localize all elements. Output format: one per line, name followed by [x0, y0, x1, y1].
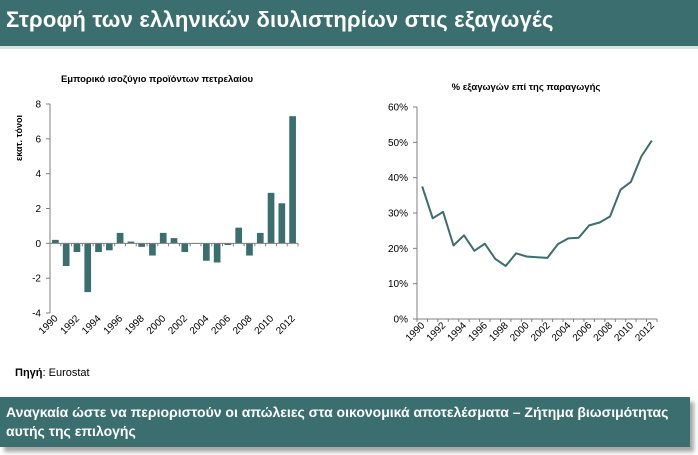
- bar: [95, 243, 102, 253]
- bar-chart-x-tick-label: 2008: [231, 313, 255, 337]
- line-chart-x-tick-label: 1992: [425, 320, 449, 344]
- bar: [62, 243, 70, 266]
- bar: [84, 243, 92, 293]
- bar-chart-x-tick-label: 2000: [145, 313, 169, 337]
- bar-chart-x-tick-label: 2010: [253, 313, 277, 337]
- bar-chart-y-axis-label: εκατ. τόνοι: [14, 114, 24, 161]
- export-share-series-line: [421, 140, 653, 267]
- source-text: : Eurostat: [42, 367, 90, 379]
- bar-chart-x-tick-label: 2012: [274, 313, 298, 337]
- bar-chart-y-tick-label: 8: [35, 100, 41, 111]
- bar-chart-x-tick-label: 1992: [59, 313, 83, 337]
- line-chart-x-tick-label: 1998: [487, 320, 511, 344]
- source-note: Πηγή: Eurostat: [15, 367, 90, 379]
- header-banner: Στροφή των ελληνικών διυλιστηρίων στις ε…: [0, 0, 698, 46]
- line-chart-x-tick-label: 2008: [592, 320, 616, 344]
- line-chart-y-tick-label: 30%: [388, 209, 408, 220]
- bar-chart-y-tick-label: 2: [35, 204, 41, 215]
- line-chart-title: % εξαγωγών επί της παραγωγής: [452, 82, 601, 93]
- line-chart-y-tick-label: 10%: [388, 279, 408, 290]
- line-chart-y-tick-label: 60%: [388, 103, 408, 114]
- bar-chart-y-tick-label: 4: [35, 169, 41, 180]
- bar: [235, 227, 243, 244]
- bar: [159, 232, 167, 244]
- bar: [213, 243, 221, 263]
- bar: [52, 239, 59, 244]
- line-chart-y-tick-label: 50%: [388, 138, 408, 149]
- line-chart-y-tick-label: 0%: [394, 315, 409, 326]
- line-chart-x-tick-label: 2012: [633, 320, 657, 344]
- bar-chart-y-tick-label: 6: [35, 134, 41, 145]
- footer-text: Αναγκαία ώστε να περιοριστούν οι απώλειε…: [6, 404, 669, 439]
- bar-chart-x-tick-label: 1994: [80, 313, 104, 337]
- bar-chart-y-tick-label: -4: [32, 309, 41, 320]
- bar: [267, 192, 275, 244]
- export-share-line-chart: % εξαγωγών επί της παραγωγής 0% 10% 20% 30% 4…: [388, 82, 658, 344]
- bar: [138, 243, 145, 247]
- bar-chart-x-tick-label: 2004: [188, 313, 212, 337]
- bar: [278, 203, 286, 244]
- bar: [224, 243, 232, 246]
- footer-banner: Αναγκαία ώστε να περιοριστούν οι απώλειε…: [0, 397, 690, 447]
- bar-chart-y-tick-label: 0: [35, 239, 41, 250]
- bar: [203, 243, 210, 261]
- bar: [73, 243, 81, 253]
- bar-chart-x-tick-label: 2002: [166, 313, 190, 337]
- bar: [181, 243, 189, 253]
- bar: [116, 232, 124, 244]
- trade-balance-bar-chart: Εμπορικό ισοζύγιο προϊόντων πετρελαίου εκ…: [14, 74, 299, 337]
- line-chart-x-tick-label: 2004: [550, 320, 574, 344]
- line-chart-x-tick-label: 2006: [571, 320, 595, 344]
- header-divider: [0, 46, 698, 49]
- line-chart-x-tick-label: 2000: [508, 320, 532, 344]
- bar-chart-title: Εμπορικό ισοζύγιο προϊόντων πετρελαίου: [61, 74, 254, 85]
- line-chart-x-tick-label: 1996: [466, 320, 490, 344]
- line-chart-x-tick-label: 1994: [446, 320, 470, 344]
- source-label: Πηγή: [15, 367, 43, 379]
- bar-chart-x-tick-label: 2006: [210, 313, 234, 337]
- bar: [127, 241, 135, 244]
- line-chart-x-tick-label: 2010: [613, 320, 637, 344]
- bar-chart-x-tick-label: 1996: [102, 313, 126, 337]
- page-title: Στροφή των ελληνικών διυλιστηρίων στις ε…: [6, 7, 554, 32]
- line-chart-y-tick-label: 20%: [388, 244, 408, 255]
- bar: [105, 243, 113, 251]
- bar: [289, 116, 296, 244]
- bar: [256, 232, 264, 244]
- bar: [170, 238, 178, 244]
- line-chart-y-tick-label: 40%: [388, 173, 408, 184]
- bar-chart-x-tick-label: 1998: [123, 313, 147, 337]
- bar-chart-y-tick-label: -2: [32, 274, 41, 285]
- line-chart-x-tick-label: 2002: [529, 320, 553, 344]
- bar: [246, 243, 253, 256]
- bar: [149, 243, 156, 256]
